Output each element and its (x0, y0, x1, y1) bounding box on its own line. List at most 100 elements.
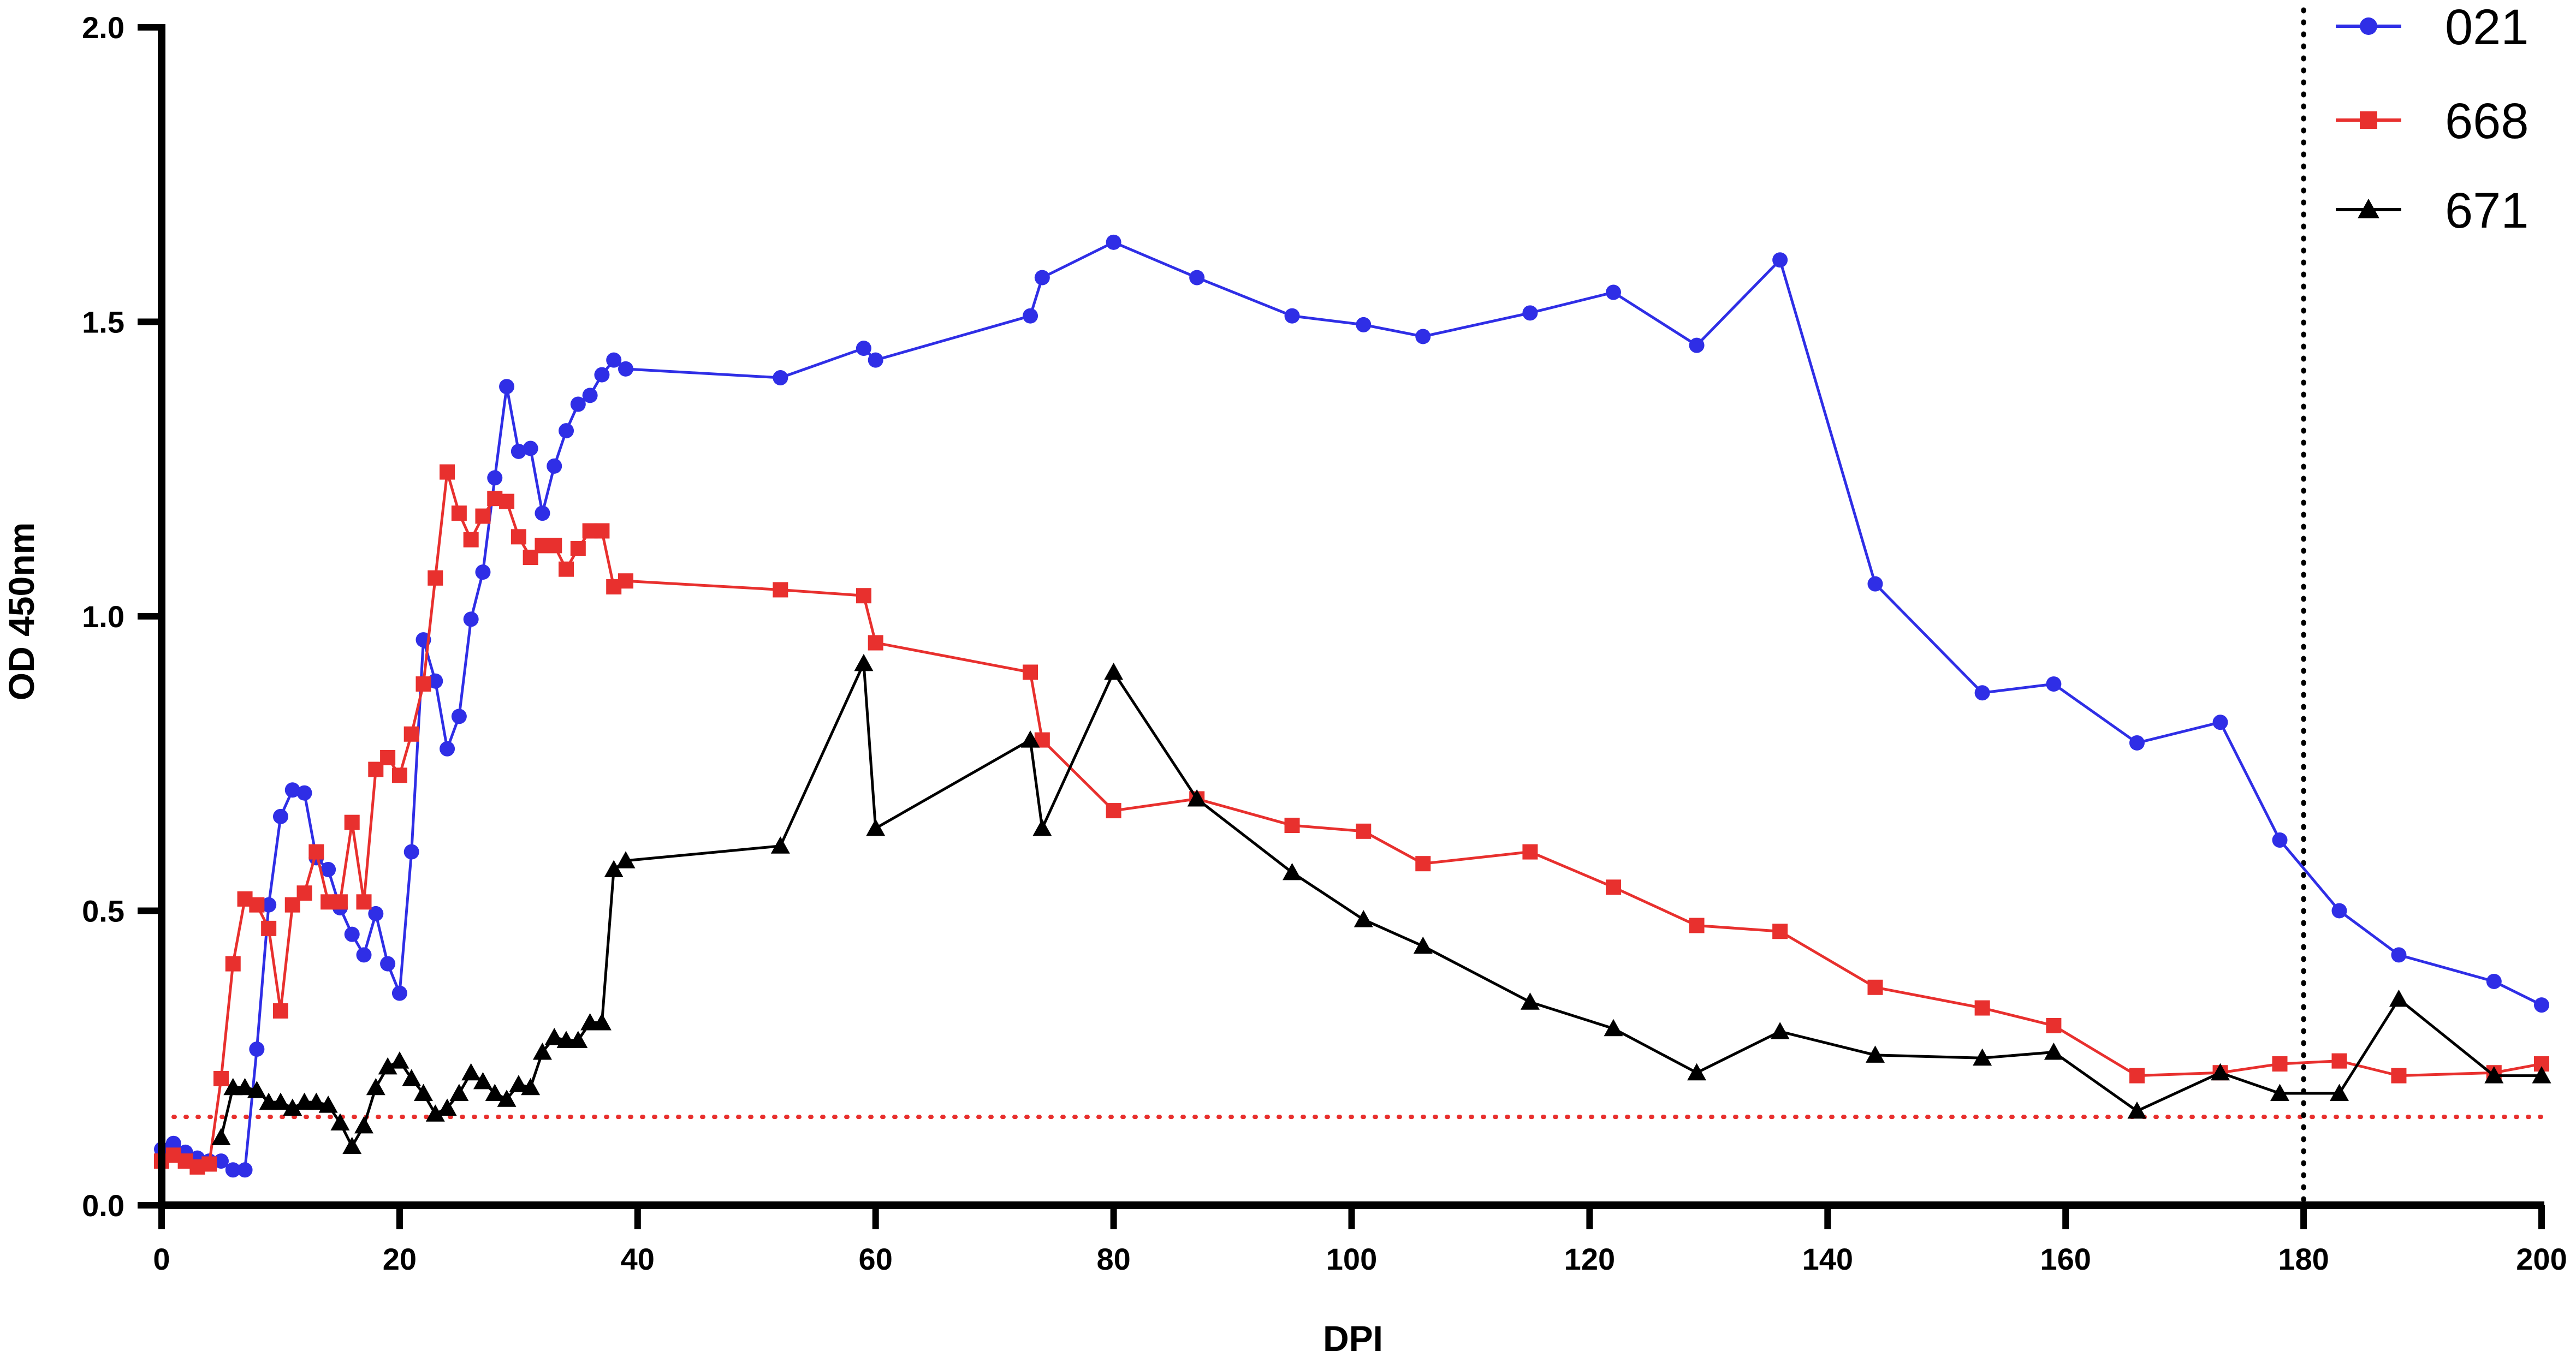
data-point-671 (616, 851, 636, 868)
data-point-671 (1604, 1019, 1623, 1037)
data-point-671 (306, 1092, 326, 1110)
x-tick-label: 20 (383, 1242, 417, 1276)
x-tick-label: 200 (2516, 1242, 2567, 1276)
data-point-021 (1106, 234, 1121, 250)
data-point-671 (1770, 1022, 1790, 1039)
data-point-021 (1974, 685, 1990, 701)
data-point-668 (1106, 803, 1121, 819)
y-axis-title: OD 450nm (1, 522, 41, 700)
data-point-671 (1354, 910, 1373, 927)
data-point-021 (1023, 308, 1038, 324)
data-point-668 (1356, 823, 1372, 839)
legend-item-668: 668 (2336, 93, 2529, 149)
data-point-021 (773, 370, 788, 386)
data-point-668 (356, 894, 372, 910)
data-point-671 (330, 1113, 350, 1130)
data-point-671 (568, 1031, 588, 1048)
data-point-668 (296, 885, 312, 901)
data-point-671 (2270, 1084, 2290, 1101)
data-point-668 (1867, 979, 1883, 995)
data-point-021 (428, 673, 443, 689)
data-point-668 (1023, 664, 1038, 680)
data-point-671 (521, 1078, 541, 1096)
data-point-668 (511, 529, 526, 545)
data-point-021 (1034, 270, 1050, 285)
data-point-671 (1187, 789, 1207, 807)
data-point-671 (1687, 1063, 1707, 1081)
x-tick-label: 100 (1326, 1242, 1377, 1276)
x-tick-label: 0 (153, 1242, 170, 1276)
data-point-671 (509, 1075, 529, 1092)
data-point-668 (2331, 1053, 2347, 1069)
data-point-021 (511, 443, 526, 459)
data-point-021 (249, 1041, 265, 1057)
data-point-021 (237, 1162, 253, 1178)
data-point-021 (856, 341, 871, 356)
data-point-668 (272, 1003, 288, 1019)
data-point-671 (2329, 1084, 2349, 1101)
data-point-671 (318, 1096, 338, 1113)
data-point-668 (344, 814, 360, 830)
data-point-021 (272, 808, 288, 824)
x-tick-label: 140 (1802, 1242, 1853, 1276)
data-point-021 (594, 367, 610, 383)
data-point-671 (485, 1084, 504, 1101)
y-tick-label: 1.0 (82, 599, 124, 634)
legend-marker-021 (2360, 17, 2377, 35)
data-point-668 (868, 635, 883, 651)
data-point-021 (2046, 676, 2062, 692)
data-point-671 (1413, 936, 1433, 954)
data-point-021 (344, 926, 360, 942)
data-point-021 (380, 956, 396, 972)
data-point-671 (437, 1098, 457, 1116)
data-point-668 (2129, 1068, 2145, 1084)
data-point-671 (390, 1051, 409, 1069)
x-axis-title: DPI (1323, 1318, 1383, 1359)
data-point-671 (425, 1104, 445, 1122)
y-tick-label: 0.0 (82, 1188, 124, 1223)
x-tick-label: 120 (1564, 1242, 1615, 1276)
data-point-671 (2211, 1063, 2230, 1081)
data-point-021 (2212, 715, 2228, 730)
data-point-668 (618, 573, 634, 589)
data-point-021 (368, 906, 384, 921)
x-tick-label: 160 (2040, 1242, 2091, 1276)
data-point-021 (2272, 832, 2288, 848)
data-point-671 (2389, 989, 2408, 1007)
legend-label-668: 668 (2445, 93, 2529, 149)
y-axis-ticks: 0.0 0.5 1.0 1.5 2.0 (82, 10, 162, 1223)
data-point-021 (1522, 305, 1538, 321)
data-point-021 (2534, 997, 2549, 1013)
data-point-671 (866, 818, 886, 836)
data-point-021 (2486, 973, 2502, 989)
series-021 (154, 234, 2549, 1178)
data-point-668 (463, 532, 479, 547)
data-point-021 (356, 947, 372, 963)
data-point-021 (296, 785, 312, 801)
legend: 021 668 671 (2336, 0, 2529, 239)
data-point-668 (451, 505, 467, 521)
data-point-021 (1284, 308, 1300, 324)
data-point-668 (249, 897, 265, 913)
data-point-671 (2484, 1066, 2504, 1084)
data-point-668 (856, 588, 871, 604)
data-point-021 (582, 388, 598, 403)
x-tick-label: 60 (859, 1242, 893, 1276)
data-point-668 (1772, 924, 1788, 939)
data-point-668 (1522, 844, 1538, 860)
data-point-671 (2532, 1066, 2551, 1084)
legend-label-021: 021 (2445, 0, 2529, 55)
data-point-671 (604, 860, 624, 877)
data-point-671 (1865, 1045, 1885, 1063)
data-point-021 (559, 423, 574, 439)
x-tick-label: 40 (621, 1242, 655, 1276)
data-point-668 (559, 561, 574, 577)
data-point-671 (1032, 818, 1052, 836)
legend-marker-668 (2360, 111, 2377, 129)
data-point-668 (1284, 818, 1300, 834)
data-point-671 (854, 653, 874, 671)
reference-lines (159, 7, 2544, 1208)
y-tick-label: 0.5 (82, 894, 124, 928)
data-point-671 (378, 1057, 397, 1075)
